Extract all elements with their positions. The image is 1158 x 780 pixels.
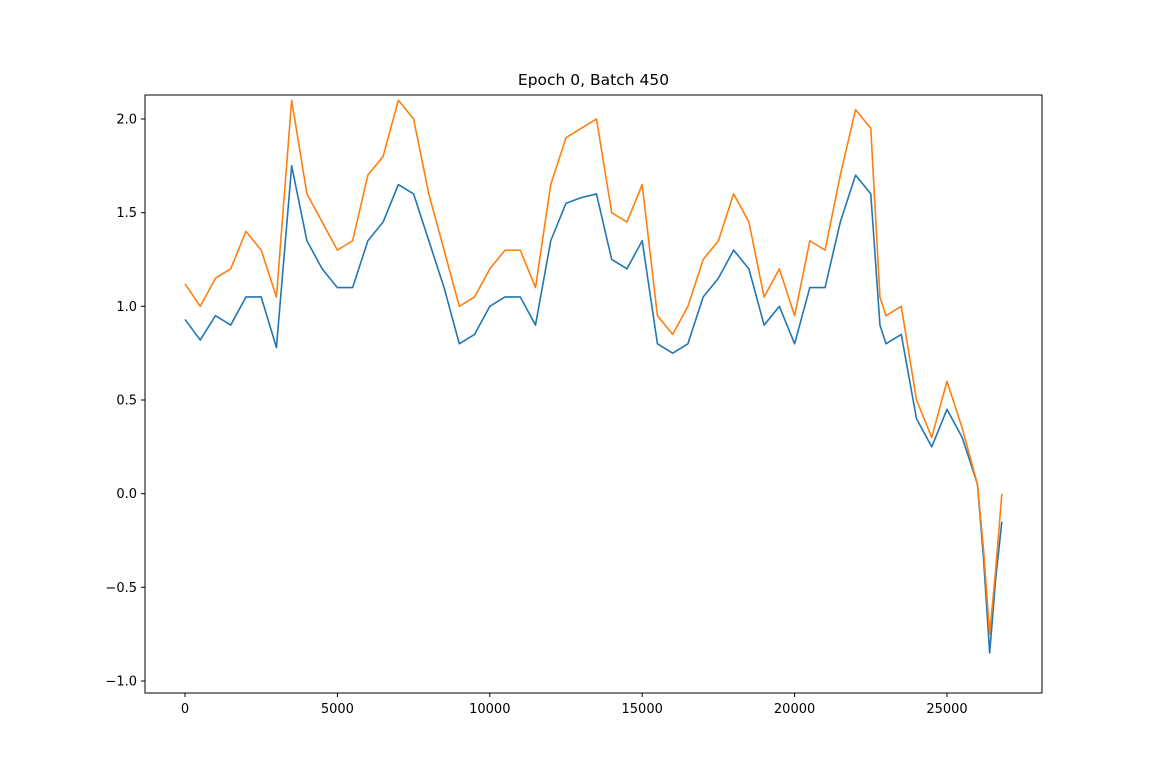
y-tick-label: 0.0	[116, 487, 137, 502]
x-tick-label: 25000	[926, 702, 967, 717]
y-tick-label: −0.5	[105, 581, 137, 596]
series-line	[184, 165, 1003, 654]
series-line	[184, 99, 1003, 635]
x-tick-label: 5000	[321, 702, 354, 717]
chart-title: Epoch 0, Batch 450	[518, 71, 669, 89]
y-tick-label: 2.0	[116, 112, 137, 127]
plot-area	[184, 99, 1003, 654]
y-tick-label: −1.0	[105, 675, 137, 690]
axes-frame	[144, 94, 1043, 694]
y-tick-label: 1.0	[116, 300, 137, 315]
y-tick-label: 1.5	[116, 206, 137, 221]
x-tick-label: 15000	[622, 702, 663, 717]
x-tick-label: 20000	[774, 702, 815, 717]
x-tick-label: 0	[181, 702, 189, 717]
x-tick-label: 10000	[469, 702, 510, 717]
y-tick-label: 0.5	[116, 393, 137, 408]
